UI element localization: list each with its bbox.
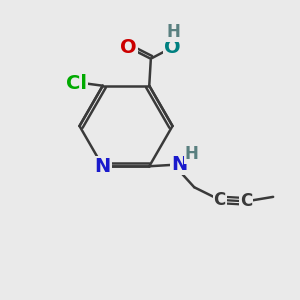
Text: H: H [185, 145, 199, 163]
Text: O: O [120, 38, 136, 57]
Text: H: H [167, 23, 181, 41]
Text: Cl: Cl [66, 74, 87, 93]
Text: O: O [164, 38, 181, 57]
Text: C: C [240, 192, 252, 210]
Text: C: C [214, 191, 226, 209]
Text: N: N [94, 157, 111, 176]
Text: N: N [171, 155, 188, 174]
